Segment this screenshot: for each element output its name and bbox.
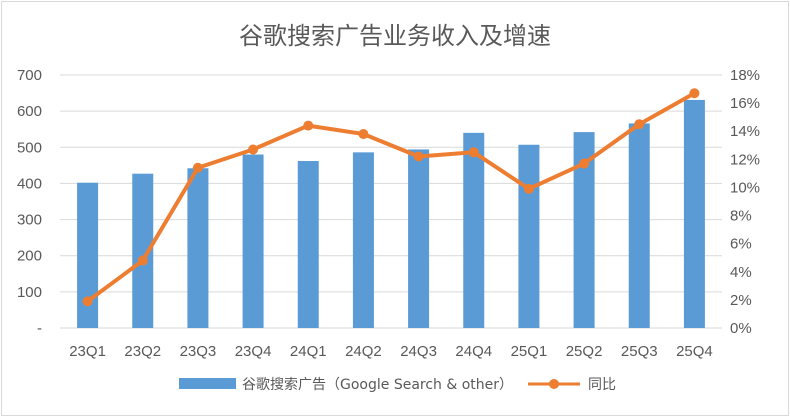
x-tick-label: 23Q4 xyxy=(235,343,272,360)
gridlines xyxy=(60,74,722,329)
y-right-tick-label: 2% xyxy=(730,292,752,309)
x-tick-label: 24Q2 xyxy=(345,343,382,360)
bar xyxy=(242,154,264,328)
legend-bar-swatch xyxy=(179,378,236,389)
line-point xyxy=(689,88,700,99)
y-left-tick-label: 200 xyxy=(17,248,42,265)
y-left-tick-label: 600 xyxy=(17,103,42,120)
y-right-tick-label: 4% xyxy=(730,264,752,281)
x-tick-label: 24Q1 xyxy=(290,343,327,360)
bar xyxy=(297,161,319,328)
bar xyxy=(352,152,374,328)
legend-line-label: 同比 xyxy=(588,377,616,393)
x-tick-label: 24Q4 xyxy=(455,343,492,360)
bar xyxy=(132,173,154,328)
bar-series xyxy=(77,99,705,328)
legend-line-marker xyxy=(549,379,559,389)
x-tick-label: 25Q2 xyxy=(566,343,603,360)
y-left-tick-label: 400 xyxy=(17,175,42,192)
bar xyxy=(683,99,705,328)
yoy-line xyxy=(86,91,696,303)
y-left-tick-label: 700 xyxy=(17,67,42,84)
x-tick-label: 25Q1 xyxy=(511,343,548,360)
line-point xyxy=(634,119,645,130)
y-right-tick-label: 18% xyxy=(730,67,760,84)
line-point xyxy=(523,183,534,194)
y-right-tick-label: 10% xyxy=(730,179,760,196)
y-left-tick-label: 100 xyxy=(17,284,42,301)
bar xyxy=(518,144,540,328)
chart-title: 谷歌搜索广告业务收入及增速 xyxy=(239,22,551,50)
line-point xyxy=(303,120,314,131)
x-axis: 23Q1 23Q2 23Q3 23Q4 24Q1 24Q2 24Q3 24Q4 25Q1 25Q2… xyxy=(69,343,713,360)
y-axis-left: - 100 200 300 400 500 600 700 xyxy=(17,67,42,337)
line-point xyxy=(248,144,259,155)
legend-bar-label: 谷歌搜索广告（Google Search & other） xyxy=(242,376,513,393)
y-right-tick-label: 8% xyxy=(730,208,752,225)
bar xyxy=(77,182,99,328)
bar xyxy=(573,132,595,328)
y-axis-right: 0% 2% 4% 6% 8% 10% 12% 14% 16% 18% xyxy=(730,67,760,337)
line-point xyxy=(192,162,203,173)
x-tick-label: 23Q2 xyxy=(124,343,161,360)
line-point xyxy=(358,129,369,140)
line-series xyxy=(82,88,700,307)
y-right-tick-label: 14% xyxy=(730,123,760,140)
line-point xyxy=(82,296,93,307)
line-point xyxy=(137,255,148,266)
y-left-tick-label: 300 xyxy=(17,212,42,229)
bar xyxy=(408,149,430,328)
y-right-tick-label: 12% xyxy=(730,151,760,168)
x-tick-label: 23Q3 xyxy=(180,343,217,360)
x-tick-label: 25Q3 xyxy=(621,343,658,360)
y-right-tick-label: 6% xyxy=(730,236,752,253)
bar xyxy=(628,123,650,328)
line-point xyxy=(413,151,424,162)
line-point xyxy=(468,147,479,158)
y-left-tick-label: - xyxy=(37,320,42,337)
y-right-tick-label: 0% xyxy=(730,320,752,337)
line-point xyxy=(579,158,590,169)
x-tick-label: 24Q3 xyxy=(400,343,437,360)
x-tick-label: 25Q4 xyxy=(676,343,713,360)
legend: 谷歌搜索广告（Google Search & other） 同比 xyxy=(179,376,616,393)
x-tick-label: 23Q1 xyxy=(69,343,106,360)
bar xyxy=(463,132,485,328)
y-left-tick-label: 500 xyxy=(17,139,42,156)
y-right-tick-label: 16% xyxy=(730,95,760,112)
bar xyxy=(187,168,209,328)
